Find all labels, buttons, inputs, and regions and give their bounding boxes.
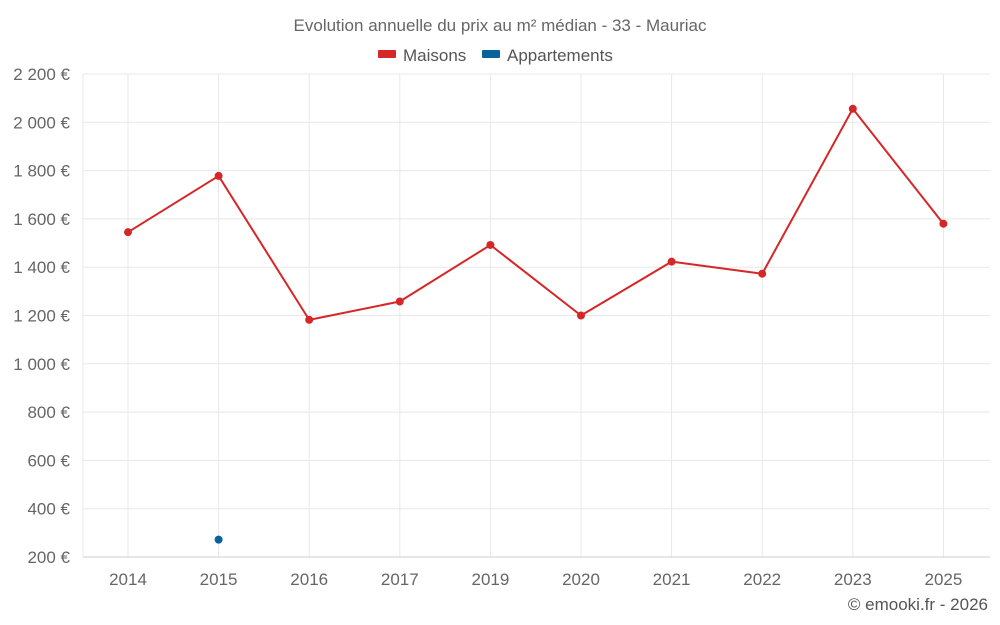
y-tick-label: 200 € xyxy=(27,548,70,567)
x-tick-label: 2014 xyxy=(109,570,147,589)
series-line-maisons xyxy=(127,107,945,321)
legend-label-appartements: Appartements xyxy=(507,46,613,65)
data-point-maisons[interactable] xyxy=(577,311,585,320)
data-point-maisons[interactable] xyxy=(305,315,314,324)
x-tick-label: 2025 xyxy=(924,570,962,589)
axes: 200 € 400 € 600 € 800 € 1 000 € 1 200 € 1 400 … xyxy=(13,65,990,589)
x-tick-label: 2023 xyxy=(834,570,872,589)
x-tick-label: 2020 xyxy=(562,570,600,589)
y-tick-label: 1 800 € xyxy=(13,162,70,181)
credit: © emooki.fr - 2026 xyxy=(848,595,988,614)
x-tick-label: 2022 xyxy=(743,570,781,589)
x-tick-label: 2019 xyxy=(471,570,509,589)
series xyxy=(124,104,948,544)
data-point-maisons[interactable] xyxy=(939,219,948,228)
y-tick-label: 2 000 € xyxy=(13,113,70,132)
data-point-maisons[interactable] xyxy=(124,228,132,237)
grid xyxy=(83,73,990,557)
x-tick-label: 2016 xyxy=(290,570,328,589)
chart-title: Evolution annuelle du prix au m² médian … xyxy=(294,16,707,35)
y-tick-label: 1 200 € xyxy=(13,307,70,326)
legend-swatch-maisons xyxy=(378,50,396,58)
legend: Maisons Appartements xyxy=(378,46,613,65)
y-tick-label: 600 € xyxy=(27,451,70,470)
data-point-maisons[interactable] xyxy=(848,104,857,113)
y-tick-label: 2 200 € xyxy=(13,65,70,84)
legend-swatch-appartements xyxy=(482,50,500,58)
legend-label-maisons: Maisons xyxy=(403,46,466,65)
data-point-maisons[interactable] xyxy=(667,257,676,266)
data-point-maisons[interactable] xyxy=(758,269,767,278)
data-point-maisons[interactable] xyxy=(395,297,404,306)
data-point-maisons[interactable] xyxy=(486,240,495,249)
data-point-maisons[interactable] xyxy=(214,171,223,180)
y-tick-label: 1 400 € xyxy=(13,258,70,277)
x-tick-label: 2017 xyxy=(381,570,419,589)
y-tick-label: 400 € xyxy=(27,500,70,519)
y-tick-label: 1 000 € xyxy=(13,355,70,374)
x-tick-label: 2015 xyxy=(200,570,238,589)
legend-item-appartements[interactable]: Appartements xyxy=(482,46,613,65)
y-tick-label: 800 € xyxy=(27,403,70,422)
legend-item-maisons[interactable]: Maisons xyxy=(378,46,466,65)
y-tick-label: 1 600 € xyxy=(13,210,70,229)
data-point-appartements[interactable] xyxy=(214,535,223,544)
x-tick-label: 2021 xyxy=(653,570,691,589)
